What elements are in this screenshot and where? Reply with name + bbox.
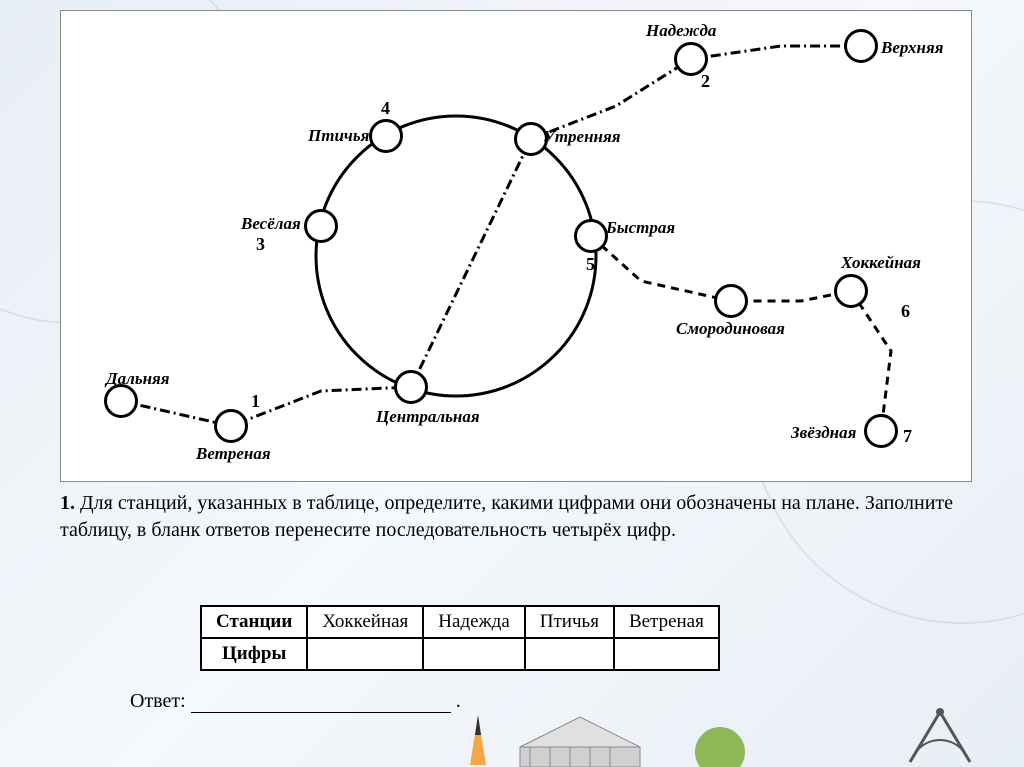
table-row: Станции Хоккейная Надежда Птичья Ветрена… <box>201 606 719 638</box>
station-label-bystraya: Быстрая <box>606 218 675 238</box>
station-label-smorodinovaya: Смородиновая <box>676 319 785 339</box>
station-vetrenaya <box>214 409 248 443</box>
station-label-tsentralnaya: Центральная <box>376 407 480 427</box>
cell-digit-4 <box>614 638 719 670</box>
station-smorodinovaya <box>714 284 748 318</box>
cell-digit-2 <box>423 638 524 670</box>
station-label-ptichya: Птичья <box>308 126 369 146</box>
cell-digit-3 <box>525 638 614 670</box>
question-body: Для станций, указанных в таблице, опреде… <box>60 492 953 541</box>
row-header-digits: Цифры <box>201 638 307 670</box>
station-number-khokkeynaya: 6 <box>901 301 910 322</box>
station-label-vesyolaya: Весёлая <box>241 214 301 234</box>
question-text: 1. Для станций, указанных в таблице, опр… <box>60 490 970 544</box>
diagram-box: Дальняя Ветреная 1 Центральная Весёлая3 Птичь… <box>60 10 972 482</box>
station-label-utrennyaya: Утренняя <box>543 127 621 147</box>
answer-suffix: . <box>456 690 461 712</box>
row-header-stations: Станции <box>201 606 307 638</box>
answer-label: Ответ: <box>130 690 186 712</box>
station-zvyozdnaya <box>864 414 898 448</box>
station-ptichya <box>369 119 403 153</box>
col-station-1: Хоккейная <box>307 606 423 638</box>
station-tsentralnaya <box>394 370 428 404</box>
station-khokkeynaya <box>834 274 868 308</box>
stations-table: Станции Хоккейная Надежда Птичья Ветрена… <box>200 605 720 671</box>
table-row: Цифры <box>201 638 719 670</box>
answer-table: Станции Хоккейная Надежда Птичья Ветрена… <box>200 605 720 671</box>
station-label-vetrenaya: Ветреная <box>196 444 271 464</box>
station-number-vesyolaya: 3 <box>256 234 265 255</box>
station-verkhnyaya <box>844 29 878 63</box>
station-vesyolaya <box>304 209 338 243</box>
metro-diagram: Дальняя Ветреная 1 Центральная Весёлая3 Птичь… <box>61 11 971 481</box>
question-number: 1. <box>60 492 75 514</box>
col-station-3: Птичья <box>525 606 614 638</box>
station-label-nadezhda: Надежда <box>646 21 716 41</box>
station-label-dalnyaya: Дальняя <box>106 369 170 389</box>
station-bystraya <box>574 219 608 253</box>
station-number-bystraya: 5 <box>586 254 595 275</box>
diagram-lines <box>61 11 971 481</box>
station-label-verkhnyaya: Верхняя <box>881 38 944 58</box>
station-number-vetrenaya: 1 <box>251 391 260 412</box>
station-number-zvyozdnaya: 7 <box>903 426 912 447</box>
station-dalnyaya <box>104 384 138 418</box>
col-station-4: Ветреная <box>614 606 719 638</box>
station-label-khokkeynaya: Хоккейная <box>841 253 921 273</box>
cell-digit-1 <box>307 638 423 670</box>
station-label-zvyozdnaya: Звёздная <box>791 423 856 443</box>
answer-blank <box>191 712 451 713</box>
col-station-2: Надежда <box>423 606 524 638</box>
station-number-nadezhda: 2 <box>701 71 710 92</box>
station-number-ptichya: 4 <box>381 98 390 119</box>
answer-line: Ответ: . <box>130 690 461 713</box>
